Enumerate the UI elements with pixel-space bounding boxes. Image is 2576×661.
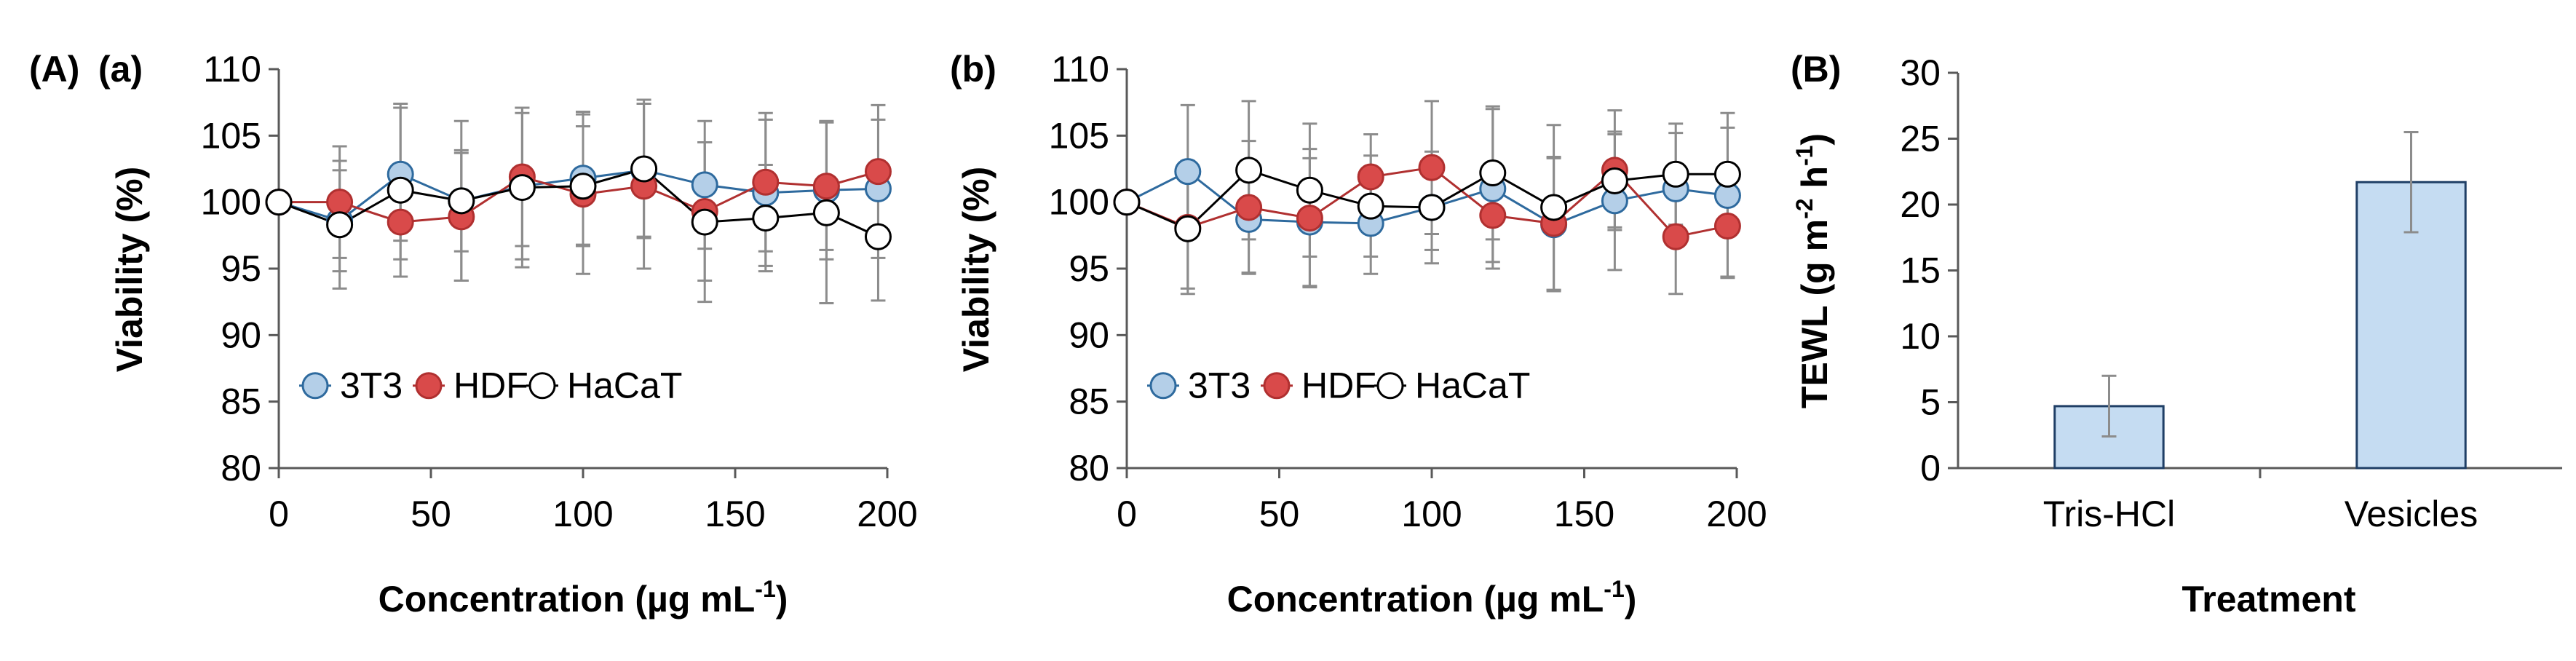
panel-b-point-HDF [1418, 154, 1446, 181]
panel-b-y-tick-label: 85 [1069, 381, 1109, 422]
panel-a-y-tick-label: 85 [221, 381, 261, 422]
panel-b-legend-marker-3T3 [1149, 372, 1177, 400]
panel-a-point-HaCaT [387, 176, 414, 204]
panel-a-point-HaCaT [265, 189, 293, 216]
panel-b-legend-label-HaCaT: HaCaT [1415, 365, 1530, 406]
panel-a-point-HaCaT [508, 174, 536, 202]
panel-b-x-tick-label: 100 [1401, 494, 1462, 534]
panel-b-point-HaCaT [1235, 157, 1263, 184]
panel-a-x-tick-label: 150 [705, 494, 765, 534]
panel-a-point-HaCaT [569, 173, 597, 200]
panel-a-line-chart: Viability (%) Concentration (µg mL-1) 80… [109, 49, 918, 620]
panel-b-x-tick-label: 0 [1117, 494, 1137, 534]
panel-B-y-tick-label: 30 [1900, 52, 1941, 93]
panel-a-point-HaCaT [812, 199, 840, 226]
panel-b-point-HaCaT [1662, 160, 1689, 188]
panel-b-point-HDF [1235, 194, 1263, 221]
panel-a-x-tick-label: 100 [552, 494, 613, 534]
panel-a-legend-marker-HaCaT [528, 372, 556, 400]
panel-label-A: (A) [29, 49, 79, 90]
panel-a-point-3T3 [691, 171, 718, 199]
panel-a-point-HaCaT [630, 155, 658, 183]
panel-b-y-tick-label: 90 [1069, 314, 1109, 355]
panel-a-point-HDF [752, 168, 780, 196]
panel-b-legend-marker-HDF [1263, 372, 1291, 400]
panel-b-point-HaCaT [1418, 194, 1446, 221]
panel-a-x-axis-title: Concentration (µg mL-1) [379, 576, 788, 620]
panel-a-point-HaCaT [864, 223, 892, 250]
panel-b-point-HaCaT [1357, 192, 1384, 220]
panel-a-point-HaCaT [691, 208, 718, 236]
panel-a-legend-marker-HDF [415, 372, 443, 400]
panel-B-y-tick-label: 20 [1900, 184, 1941, 225]
panel-b-y-tick-label: 110 [1051, 49, 1109, 90]
panel-b-point-HDF [1662, 223, 1689, 250]
panel-a-legend-marker-3T3 [301, 372, 329, 400]
panel-B-category-label: Vesicles [2345, 494, 2478, 534]
panel-b-point-HaCaT [1479, 159, 1507, 186]
panel-b-y-tick-label: 105 [1049, 115, 1109, 156]
panel-a-y-tick-label: 110 [203, 49, 261, 90]
panel-a-point-HDF [387, 208, 414, 236]
panel-b-point-HaCaT [1113, 189, 1141, 216]
panel-a-point-HDF [864, 158, 892, 186]
panel-a-point-HDF [326, 189, 354, 216]
panel-a-y-tick-label: 100 [201, 182, 261, 223]
panel-b-x-axis-title: Concentration (µg mL-1) [1227, 576, 1637, 620]
panel-a-legend-label-HaCaT: HaCaT [567, 365, 682, 406]
panel-B-y-tick-label: 0 [1920, 448, 1941, 488]
panel-a-point-HaCaT [448, 187, 475, 215]
panel-b-x-tick-label: 200 [1706, 494, 1767, 534]
panel-b-point-HDF [1296, 205, 1323, 232]
panel-b-point-HDF [1357, 163, 1384, 191]
panel-B-y-tick-label: 15 [1900, 250, 1941, 291]
panel-b-line-chart: Viability (%) Concentration (µg mL-1) 80… [956, 49, 1767, 620]
panel-a-point-HDF [812, 173, 840, 200]
panel-a-y-axis-title: Viability (%) [109, 167, 150, 372]
panel-b-point-HaCaT [1713, 160, 1741, 188]
panel-b-legend-label-HDF: HDF [1301, 365, 1376, 406]
panel-a-point-HaCaT [752, 205, 780, 232]
panel-b-legend-marker-HaCaT [1376, 372, 1404, 400]
panel-a-point-HaCaT [326, 211, 354, 239]
panel-B-y-axis-title: TEWL (g m-2 h-1) [1791, 133, 1835, 408]
panel-B-y-tick-label: 5 [1920, 382, 1941, 423]
panel-b-y-axis-title: Viability (%) [956, 167, 996, 372]
panel-b-point-HaCaT [1601, 167, 1628, 194]
panel-label-b: (b) [950, 49, 996, 90]
panel-a-y-tick-label: 105 [201, 115, 261, 156]
panel-b-y-tick-label: 95 [1069, 248, 1109, 289]
panel-b-y-tick-label: 80 [1069, 448, 1109, 488]
panel-B-x-axis-title: Treatment [2182, 579, 2356, 620]
panel-b-point-HaCaT [1296, 176, 1323, 204]
panel-a-legend-label-HDF: HDF [453, 365, 528, 406]
panel-a-x-tick-label: 0 [269, 494, 289, 534]
panel-a-legend-label-3T3: 3T3 [340, 365, 403, 406]
panel-a-x-tick-label: 50 [411, 494, 451, 534]
panel-label-B: (B) [1791, 49, 1841, 90]
panel-B-category-label: Tris-HCl [2043, 494, 2175, 534]
panel-b-point-HDF [1713, 213, 1741, 240]
panel-b-x-tick-label: 150 [1554, 494, 1614, 534]
panel-b-y-tick-label: 100 [1049, 182, 1109, 223]
panel-B-y-tick-label: 10 [1900, 316, 1941, 357]
panel-b-point-HDF [1479, 202, 1507, 229]
panel-b-point-HaCaT [1540, 194, 1568, 221]
panel-a-x-tick-label: 200 [857, 494, 917, 534]
panel-label-a: (a) [98, 49, 143, 90]
panel-B-y-tick-label: 25 [1900, 119, 1941, 159]
panel-b-point-3T3 [1174, 158, 1202, 186]
panel-a-y-tick-label: 80 [221, 448, 261, 488]
panel-a-y-tick-label: 95 [221, 248, 261, 289]
panel-b-point-HaCaT [1174, 215, 1202, 242]
panel-a-y-tick-label: 90 [221, 314, 261, 355]
panel-B-bar-chart: TEWL (g m-2 h-1) Treatment 0 5 10 15 20 25 30 T… [1791, 52, 2562, 620]
panel-b-legend-label-3T3: 3T3 [1188, 365, 1251, 406]
panel-b-x-tick-label: 50 [1259, 494, 1300, 534]
